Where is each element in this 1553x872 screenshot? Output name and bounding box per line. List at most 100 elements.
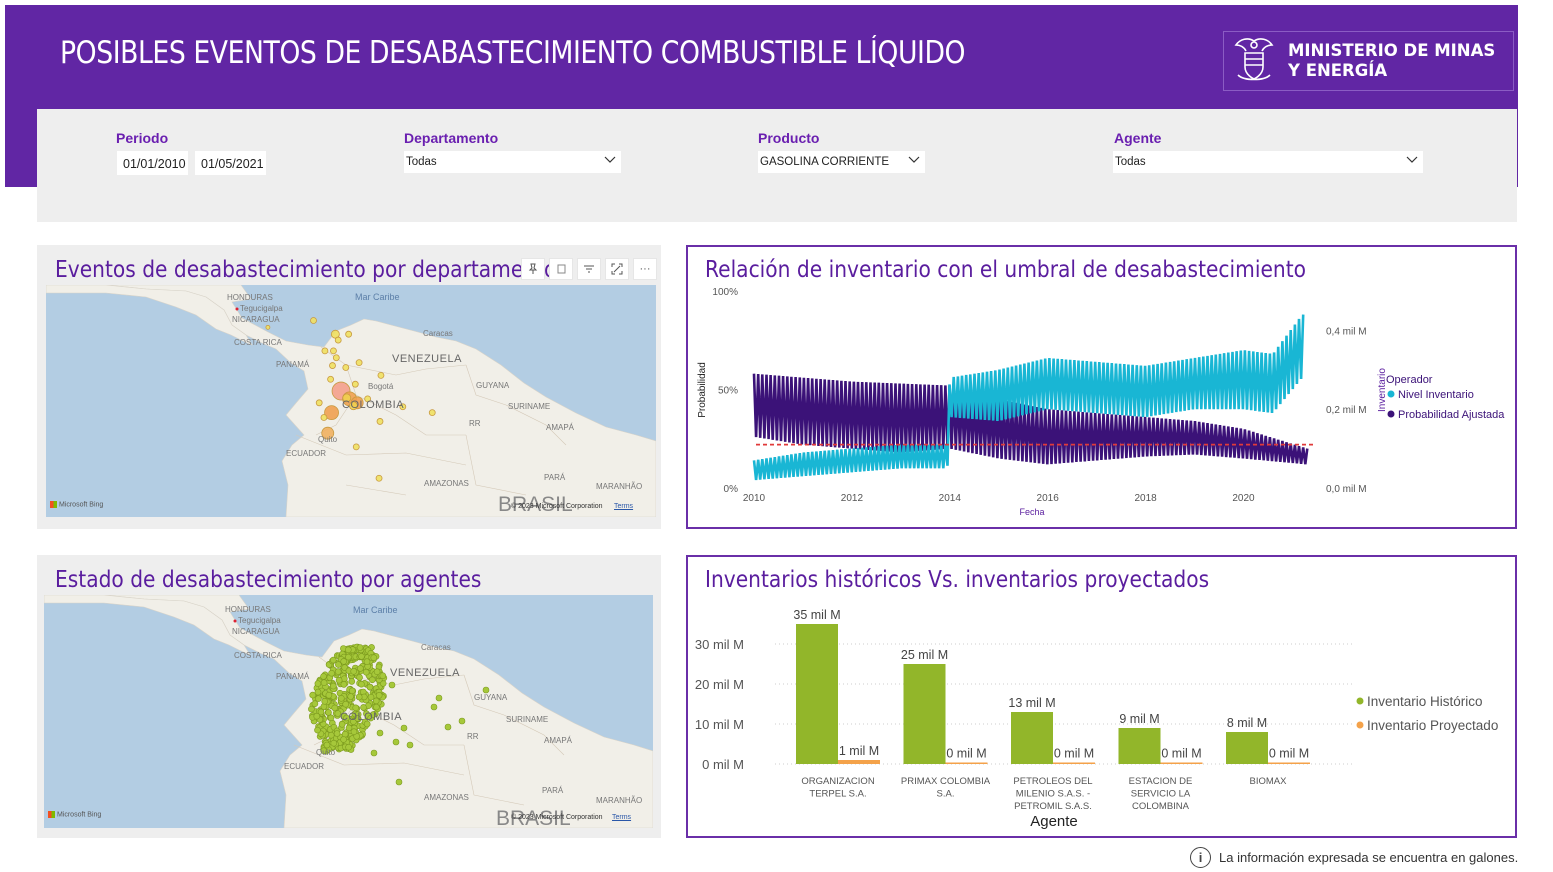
producto-dropdown[interactable]: GASOLINA CORRIENTE — [758, 151, 925, 173]
legend-title: Operador — [1386, 374, 1433, 386]
focus-mode-icon[interactable] — [605, 258, 629, 280]
agent-dot — [400, 724, 408, 732]
label-venezuela: VENEZUELA — [390, 667, 460, 679]
map1-title: Eventos de desabastecimiento por departa… — [55, 255, 557, 283]
date-start-input[interactable]: 01/01/2010 — [117, 151, 188, 175]
event-bubble — [345, 330, 353, 338]
label-mar-caribe: Mar Caribe — [353, 605, 398, 615]
category-label: PETROLEOS DEL MILENIO S.A.S. -PETROMIL S.… — [1013, 776, 1092, 812]
legend-label: Probabilidad Ajustada — [1398, 409, 1505, 421]
label-nicaragua: NICARAGUA — [232, 627, 280, 636]
agent-dot — [369, 711, 377, 718]
label-amazonas: AMAZONAS — [424, 793, 469, 802]
legend-label: Inventario Histórico — [1367, 694, 1483, 709]
agent-dot — [358, 653, 365, 660]
label-panama: PANAMÁ — [276, 360, 310, 369]
footer-note-text: La información expresada se encuentra en… — [1219, 850, 1519, 865]
label-mar-caribe: Mar Caribe — [355, 292, 400, 302]
agent-dot — [363, 720, 371, 728]
map2-title: Estado de desabastecimiento por agentes — [55, 565, 482, 593]
agent-dot — [360, 704, 367, 711]
ministry-logo: MINISTERIO DE MINAS Y ENERGÍA — [1223, 31, 1514, 91]
line-chart[interactable]: 0% 50% 100% 0,0 mil M 0,2 mil M 0,4 mil M 2010… — [688, 282, 1515, 527]
agente-dropdown[interactable]: Todas — [1113, 151, 1423, 173]
label-suriname: SURINAME — [508, 402, 551, 411]
data-label: 13 mil M — [1008, 696, 1055, 710]
pin-icon[interactable] — [521, 258, 545, 280]
bing-attribution: Microsoft Bing — [50, 501, 103, 508]
producto-value: GASOLINA CORRIENTE — [760, 156, 890, 168]
filter-icon[interactable] — [577, 258, 601, 280]
event-bubble — [428, 409, 436, 416]
agent-dot — [348, 687, 356, 695]
filter-bar: Periodo 01/01/2010 01/05/2021 Departamen… — [37, 109, 1517, 222]
agent-dot — [311, 700, 319, 707]
agent-dot — [458, 717, 466, 725]
map1-canvas[interactable]: HONDURAS Tegucigalpa NICARAGUA COSTA RIC… — [46, 285, 656, 517]
copyright-text: © 2023 Microsoft Corporation — [511, 503, 603, 510]
y-axis-label: Probabilidad — [697, 362, 708, 418]
agent-dot — [350, 668, 358, 675]
x-tick-label: 2018 — [1134, 493, 1157, 504]
agent-dot — [320, 747, 328, 754]
event-bubble — [320, 414, 328, 421]
y-tick-label: 10 mil M — [695, 717, 744, 732]
date-end-input[interactable]: 01/05/2021 — [195, 151, 266, 175]
event-bubble — [330, 347, 337, 355]
map2-canvas[interactable]: HONDURAS Tegucigalpa NICARAGUA COSTA RIC… — [44, 595, 653, 828]
agent-dot — [343, 714, 350, 722]
agent-dot — [367, 693, 375, 701]
event-bubble — [327, 375, 335, 383]
agent-dot — [337, 695, 345, 702]
event-bubble — [351, 380, 359, 388]
coat-of-arms-icon — [1234, 38, 1274, 81]
event-bubble — [321, 347, 329, 355]
agent-dot — [373, 703, 380, 711]
y-tick-label: 50% — [718, 386, 738, 397]
bar-chart[interactable]: 0 mil M 10 mil M 20 mil M 30 mil M 35 mil M 1… — [688, 595, 1515, 836]
bar-historico — [903, 664, 946, 764]
agent-dot — [308, 705, 315, 713]
producto-label: Producto — [758, 130, 820, 146]
agent-dot — [356, 644, 364, 651]
data-label: 0 mil M — [946, 747, 986, 761]
label-honduras: HONDURAS — [227, 293, 273, 302]
ministry-name-line2: Y ENERGÍA — [1288, 61, 1388, 80]
departamento-dropdown[interactable]: Todas — [404, 151, 621, 173]
label-tegucigalpa: Tegucigalpa — [240, 304, 283, 313]
agent-dot — [373, 668, 381, 675]
agent-dot — [335, 676, 343, 684]
terms-link[interactable]: Terms — [614, 503, 634, 510]
agent-dot — [388, 681, 396, 689]
agent-dot — [329, 656, 337, 664]
agent-dot — [340, 658, 348, 665]
event-bubble — [332, 354, 340, 362]
footer-note: i La información expresada se encuentra … — [1190, 847, 1518, 868]
terms-link[interactable]: Terms — [612, 814, 632, 821]
copy-icon[interactable] — [549, 258, 573, 280]
bar-proyectado — [1160, 762, 1203, 764]
bar-historico — [796, 624, 838, 764]
departamento-value: Todas — [406, 156, 437, 168]
more-options-icon[interactable]: ··· — [633, 258, 657, 280]
event-bubble — [342, 393, 352, 403]
y-tick-label: 0% — [724, 484, 739, 495]
event-bubble — [265, 324, 271, 330]
label-bogota: Bogotá — [368, 382, 394, 391]
category-label: PRIMAX COLOMBIA S.A. — [901, 776, 991, 800]
event-bubble — [375, 474, 383, 482]
x-axis-label: Agente — [1030, 813, 1078, 830]
agent-dot — [392, 738, 400, 746]
event-bubble — [352, 443, 360, 451]
label-amazonas: AMAZONAS — [424, 479, 469, 488]
agent-dot — [333, 730, 341, 737]
agent-dot — [345, 743, 352, 751]
agent-dot — [366, 683, 374, 691]
y2-tick-label: 0,4 mil M — [1326, 326, 1367, 337]
x-axis-label: Fecha — [1019, 507, 1044, 517]
agent-dot — [340, 736, 347, 743]
label-para: PARÁ — [544, 473, 566, 482]
label-caracas: Caracas — [423, 329, 453, 338]
agent-dot — [358, 680, 365, 688]
agent-dot — [345, 724, 353, 732]
